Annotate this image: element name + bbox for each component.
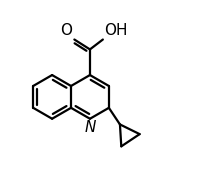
Text: O: O bbox=[60, 23, 72, 38]
Text: N: N bbox=[84, 120, 96, 135]
Text: OH: OH bbox=[104, 23, 128, 38]
